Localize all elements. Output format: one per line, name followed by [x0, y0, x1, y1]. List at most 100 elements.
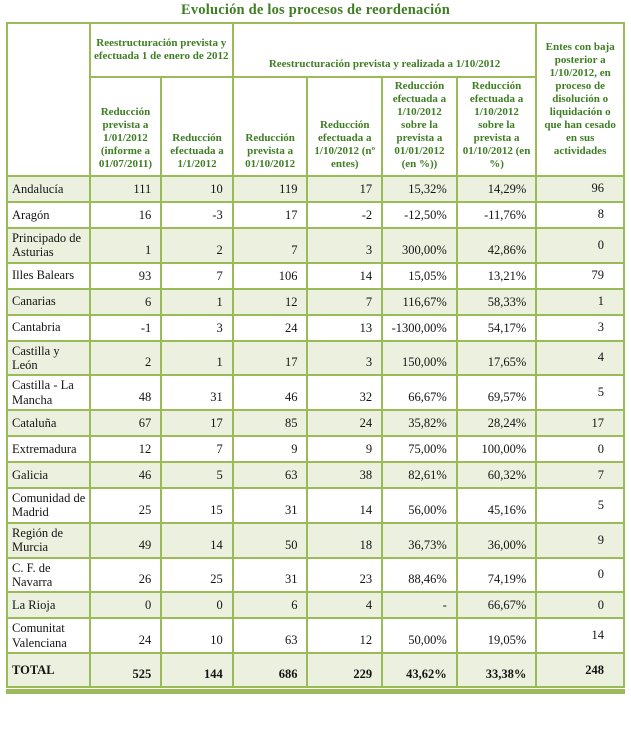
header-pct-sobre-prevista-ene: Reducción efectuada a 1/10/2012 sobre la… [381, 76, 458, 177]
value-cell: 6 [88, 287, 163, 316]
value-cell: 60,32% [455, 461, 538, 490]
region-cell: Cataluña [6, 409, 91, 438]
value-cell: 10 [160, 174, 234, 203]
header-pct-sobre-prevista-oct: Reducción efectuada a 1/10/2012 sobre la… [455, 76, 538, 177]
value-cell: 111 [88, 174, 163, 203]
value-cell: 0 [535, 435, 625, 464]
value-cell: 5 [535, 374, 625, 412]
value-cell: 15,05% [381, 261, 458, 290]
value-cell: 35,82% [381, 409, 458, 438]
table-row: Cantabria -1 3 24 13 -1300,00% 54,17% 3 [6, 313, 625, 342]
value-cell: 79 [535, 261, 625, 290]
value-cell: 17 [306, 174, 384, 203]
table-header: Reestructuración prevista y efectuada 1 … [6, 22, 625, 177]
region-cell: Castilla y León [6, 339, 91, 377]
table-row: Región de Murcia 49 14 50 18 36,73% 36,00% 9 [6, 521, 625, 559]
value-cell: -11,76% [455, 200, 538, 229]
value-cell: -1300,00% [381, 313, 458, 342]
value-cell: 54,17% [455, 313, 538, 342]
value-cell: 9 [231, 435, 309, 464]
table-body: Andalucía 111 10 119 17 15,32% 14,29% 96 Aragón 1… [6, 174, 625, 655]
value-cell: 88,46% [381, 556, 458, 594]
region-cell: Galicia [6, 461, 91, 490]
value-cell: 7 [231, 226, 309, 264]
table-row: Comunidad de Madrid 25 15 31 14 56,00% 45,16% 5 [6, 487, 625, 524]
value-cell: 3 [160, 313, 234, 342]
region-cell: Cantabria [6, 313, 91, 342]
value-cell: 28,24% [455, 409, 538, 438]
header-reduccion-efectuada-oct: Reducción efectuada a 1/10/2012 (nº ente… [306, 76, 384, 177]
header-subcolumn-row: Reducción prevista a 1/01/2012 (informe … [7, 76, 624, 177]
value-cell: 9 [535, 521, 625, 559]
value-cell: - [381, 591, 458, 620]
value-cell: -3 [160, 200, 234, 229]
value-cell: 7 [535, 461, 625, 490]
value-cell: 300,00% [381, 226, 458, 264]
value-cell: 14 [160, 521, 234, 559]
value-cell: 45,16% [455, 487, 538, 524]
value-cell: 9 [306, 435, 384, 464]
region-cell: Castilla - La Mancha [6, 374, 91, 412]
value-cell: 50 [231, 521, 309, 559]
region-cell: Illes Balears [6, 261, 91, 290]
total-value-cell: 144 [160, 652, 234, 689]
header-entes-baja: Entes con baja posterior a 1/10/2012, en… [535, 22, 625, 177]
value-cell: 17 [231, 339, 309, 377]
value-cell: 10 [160, 617, 234, 655]
table-row: Illes Balears 93 7 106 14 15,05% 13,21% 79 [6, 261, 625, 290]
total-label-cell: TOTAL [6, 652, 91, 689]
value-cell: 14 [306, 261, 384, 290]
value-cell: 14 [306, 487, 384, 524]
region-cell: Extremadura [6, 435, 91, 464]
header-reduccion-prevista-oct: Reducción prevista a 01/10/2012 [231, 76, 309, 177]
value-cell: 7 [160, 261, 234, 290]
value-cell: 0 [160, 591, 234, 620]
header-reduccion-efectuada-ene: Reducción efectuada a 1/1/2012 [160, 76, 234, 177]
value-cell: 6 [231, 591, 309, 620]
value-cell: 3 [306, 339, 384, 377]
value-cell: 69,57% [455, 374, 538, 412]
value-cell: 116,67% [381, 287, 458, 316]
total-row: TOTAL 525 144 686 229 43,62% 33,38% 248 [6, 652, 625, 689]
value-cell: 17,65% [455, 339, 538, 377]
value-cell: 3 [535, 313, 625, 342]
value-cell: 16 [88, 200, 163, 229]
region-cell: C. F. de Navarra [6, 556, 91, 594]
value-cell: 15 [160, 487, 234, 524]
table-row: La Rioja 0 0 6 4-66,67% 0 [6, 591, 625, 620]
value-cell: 100,00% [455, 435, 538, 464]
value-cell: 4 [535, 339, 625, 377]
value-cell: 24 [231, 313, 309, 342]
value-cell: -12,50% [381, 200, 458, 229]
table-row: Principado de Asturias 1 2 7 3 300,00% 42,86% 0 [6, 226, 625, 264]
value-cell: 8 [535, 200, 625, 229]
table-row: Aragón 16 -3 17 -2 -12,50% -11,76% 8 [6, 200, 625, 229]
value-cell: 4 [306, 591, 384, 620]
region-cell: Región de Murcia [6, 521, 91, 559]
table-row: Extremadura 12 7 9 9 75,00% 100,00% 0 [6, 435, 625, 464]
value-cell: 49 [88, 521, 163, 559]
value-cell: 24 [88, 617, 163, 655]
table-bottom-strip [6, 689, 625, 695]
value-cell: 18 [306, 521, 384, 559]
value-cell: 0 [535, 556, 625, 594]
value-cell: 0 [535, 226, 625, 264]
value-cell: 36,73% [381, 521, 458, 559]
region-cell: Comunidad de Madrid [6, 487, 91, 524]
total-value-cell: 33,38% [455, 652, 538, 689]
value-cell: -2 [306, 200, 384, 229]
value-cell: 2 [88, 339, 163, 377]
total-value-cell: 686 [231, 652, 309, 689]
value-cell: 14,29% [455, 174, 538, 203]
value-cell: 42,86% [455, 226, 538, 264]
value-cell: 12 [231, 287, 309, 316]
value-cell: 31 [160, 374, 234, 412]
value-cell: 13,21% [455, 261, 538, 290]
value-cell: 31 [231, 487, 309, 524]
value-cell: 25 [88, 487, 163, 524]
value-cell: 82,61% [381, 461, 458, 490]
value-cell: 15,32% [381, 174, 458, 203]
region-cell: Canarias [6, 287, 91, 316]
value-cell: 7 [160, 435, 234, 464]
header-group-row: Reestructuración prevista y efectuada 1 … [6, 22, 625, 177]
